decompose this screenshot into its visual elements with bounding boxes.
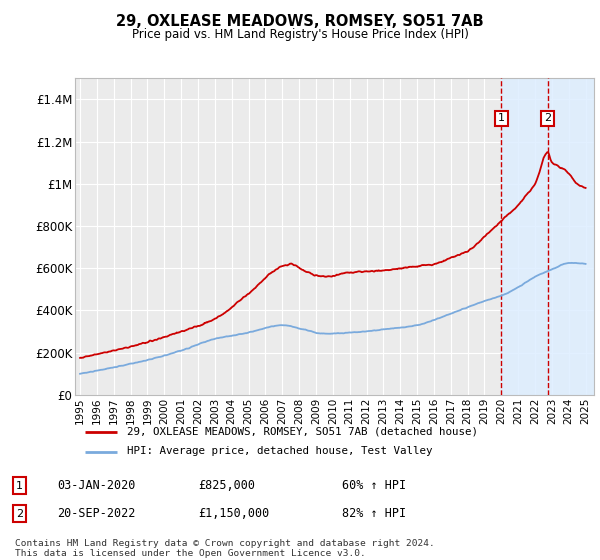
- Text: Contains HM Land Registry data © Crown copyright and database right 2024.
This d: Contains HM Land Registry data © Crown c…: [15, 539, 435, 558]
- Text: 29, OXLEASE MEADOWS, ROMSEY, SO51 7AB (detached house): 29, OXLEASE MEADOWS, ROMSEY, SO51 7AB (d…: [127, 427, 478, 437]
- Text: 03-JAN-2020: 03-JAN-2020: [57, 479, 136, 492]
- Text: 2: 2: [16, 508, 23, 519]
- Text: Price paid vs. HM Land Registry's House Price Index (HPI): Price paid vs. HM Land Registry's House …: [131, 28, 469, 41]
- Text: 60% ↑ HPI: 60% ↑ HPI: [342, 479, 406, 492]
- Text: 29, OXLEASE MEADOWS, ROMSEY, SO51 7AB: 29, OXLEASE MEADOWS, ROMSEY, SO51 7AB: [116, 14, 484, 29]
- Bar: [502, 78, 594, 395]
- Text: £825,000: £825,000: [198, 479, 255, 492]
- Text: HPI: Average price, detached house, Test Valley: HPI: Average price, detached house, Test…: [127, 446, 433, 456]
- Text: 82% ↑ HPI: 82% ↑ HPI: [342, 507, 406, 520]
- Text: £1,150,000: £1,150,000: [198, 507, 269, 520]
- Text: 1: 1: [16, 480, 23, 491]
- Text: 1: 1: [498, 114, 505, 123]
- Text: 20-SEP-2022: 20-SEP-2022: [57, 507, 136, 520]
- Text: 2: 2: [544, 114, 551, 123]
